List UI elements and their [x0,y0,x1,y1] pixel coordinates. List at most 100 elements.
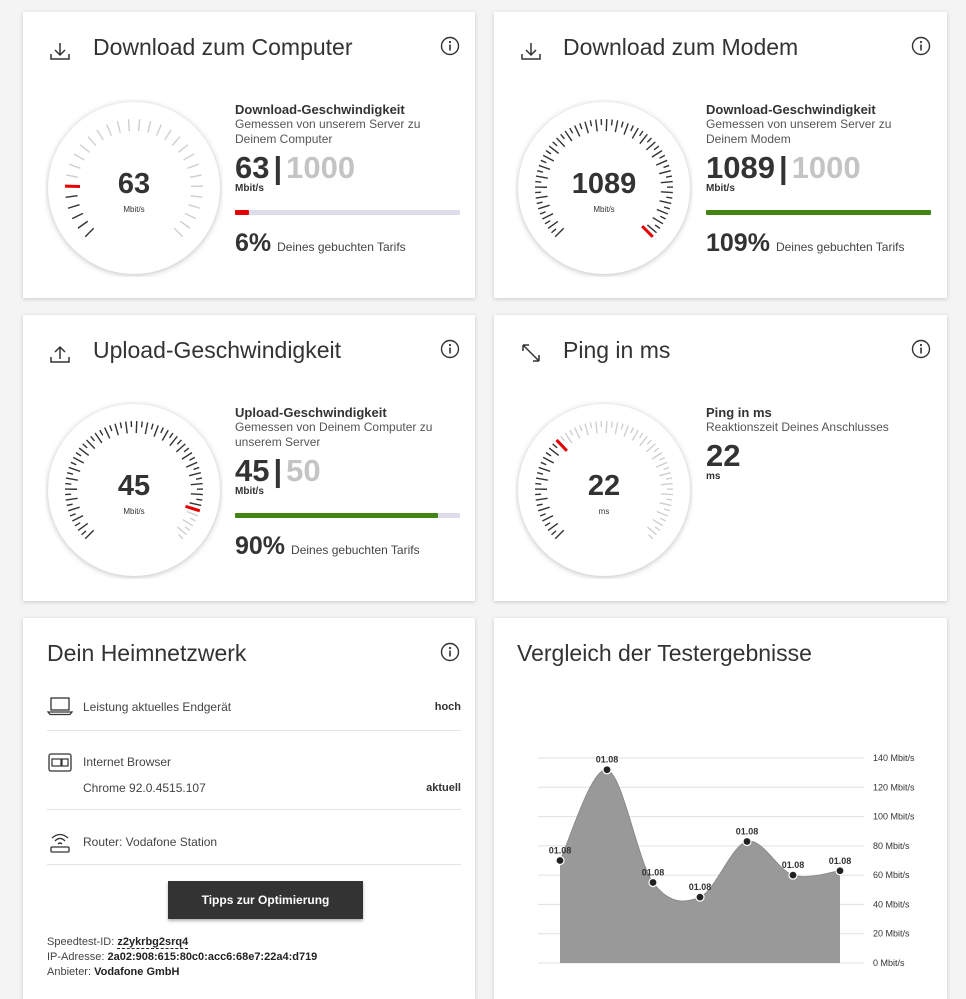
speed-gauge: 1089 Mbit/s [518,102,690,274]
data-point[interactable] [788,870,798,880]
gauge-tick [77,522,89,531]
gauge-tick [189,517,196,522]
download-icon [50,43,70,60]
stat-description: Gemessen von unserem Server zu Deinem Mo… [706,117,892,146]
separator: | [778,150,788,185]
gauge-tick [660,493,673,496]
gauge-tick [140,421,143,428]
gauge-tick [535,195,548,199]
gauge-tick [193,466,200,471]
gauge-tick [127,119,131,132]
divider [47,730,461,731]
gauge-tick [646,526,657,536]
gauge-tick [65,497,78,501]
gauge-tick [569,429,574,436]
upload-icon [50,345,70,363]
card-comparison: Vergleich der Testergebnisse 0 Mbit/s 20 … [494,618,947,999]
data-label: 01.08 [596,755,619,765]
stat-title: Download-Geschwindigkeit [706,102,876,117]
gauge-tick [75,452,82,457]
gauge-tick [564,130,573,142]
gauge-tick [536,201,543,205]
gauge-tick [537,506,550,512]
gauge-tick [189,472,201,477]
gauge-tick [155,124,162,136]
gauge-tick [645,141,656,151]
gauge-tick [535,175,548,179]
download-icon [521,43,541,60]
gauge-tick [65,477,78,481]
gauge-tick [645,443,656,453]
data-point[interactable] [602,765,612,775]
gauge-tick [114,423,119,436]
gauge-tick [94,432,103,444]
gauge-tick [144,422,149,435]
card-download-modem: Download zum Modem 1089 Mbit/s Download-… [494,12,947,298]
router-row: Router: Vodafone Station [47,830,461,854]
info-icon[interactable] [911,339,931,359]
data-point[interactable] [555,855,565,866]
gauge-tick [542,514,554,522]
data-label: 01.08 [549,846,572,856]
gauge-tick [659,215,666,220]
gauge-tick [186,510,199,517]
info-icon[interactable] [440,36,460,56]
stat-title: Ping in ms [706,405,772,420]
info-icon[interactable] [911,36,931,56]
gauge-tick [560,435,565,442]
gauge-tick [665,477,673,480]
gauge-tick [638,432,644,439]
booked-speed: 50 [286,453,321,488]
gauge-tick [655,159,668,166]
data-point[interactable] [648,877,658,888]
data-point[interactable] [695,892,705,902]
gauge-tick [168,432,174,439]
gauge-tick [659,472,671,477]
gauge-tick [190,482,203,486]
info-icon[interactable] [440,642,460,662]
gauge-tick [630,125,634,132]
gauge-tick [542,212,554,220]
gauge-tick [190,195,203,199]
gauge-tick [659,200,672,205]
gauge-tick [67,204,80,209]
gauge-tick [72,514,84,522]
optimization-tips-button[interactable]: Tipps zur Optimierung [168,881,363,919]
gauge-tick [537,204,550,210]
gauge-tick [620,121,624,128]
tariff-percent: 109% Deines gebuchten Tarifs [706,229,904,258]
measured-ping: 22 [706,438,741,473]
data-point[interactable] [835,866,845,876]
browser-row: Internet Browser Chrome 92.0.4515.107 ak… [47,752,461,800]
gauge-tick [547,220,559,229]
gauge-tick [164,129,172,141]
gauge-tick [614,422,619,435]
gauge-tick [554,529,565,540]
gauge-unit: Mbit/s [123,205,144,214]
divider [47,864,461,865]
speed-gauge: 63 Mbit/s [48,102,220,274]
y-tick-label: 140 Mbit/s [873,753,915,763]
gauge-tick [638,130,644,137]
series-area [560,769,840,963]
download-stats: Download-Geschwindigkeit Gemessen von un… [235,102,465,194]
gauge-tick [660,191,673,194]
gauge-tick [96,129,104,141]
speedtest-id-link[interactable]: z2ykrbg2srq4 [117,936,189,949]
gauge-value: 63 [118,168,150,200]
tariff-progress-bar [235,210,460,215]
gauge-tick [614,120,619,133]
gauge-tick [539,513,546,517]
info-icon[interactable] [440,339,460,359]
data-point[interactable] [742,836,752,847]
gauge-indicator [641,225,654,238]
y-tick-label: 120 Mbit/s [873,782,915,792]
gauge-tick [109,425,113,432]
gauge-tick [125,421,128,434]
gauge-tick [652,518,664,527]
gauge-tick [147,120,152,133]
gauge-tick [175,443,186,453]
gauge-tick [68,466,81,473]
speed-unit: Mbit/s [235,183,264,194]
gauge-tick [84,227,95,238]
